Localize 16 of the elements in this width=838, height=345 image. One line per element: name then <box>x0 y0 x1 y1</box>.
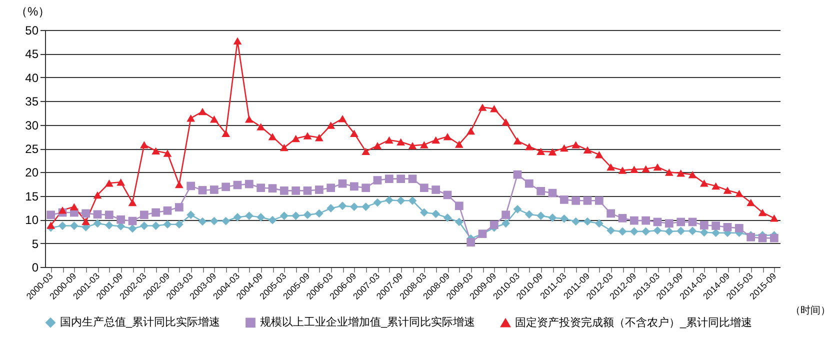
legend-label: 国内生产总值_累计同比实际增速 <box>60 316 220 329</box>
y-axis-title: （%） <box>16 4 50 18</box>
y-tick-label: 25 <box>25 142 39 156</box>
y-tick-label: 20 <box>25 166 39 180</box>
y-tick-label: 0 <box>32 260 39 274</box>
legend-label: 固定资产投资完成额（不含农户）_累计同比增速 <box>515 316 752 329</box>
legend-label: 规模以上工业企业增加值_累计同比实际增速 <box>260 316 476 329</box>
x-axis-title: （时间） <box>790 304 830 316</box>
y-tick-label: 30 <box>25 118 39 132</box>
y-tick-label: 45 <box>25 47 39 62</box>
y-tick-label: 5 <box>32 236 39 251</box>
y-tick-label: 10 <box>25 213 39 228</box>
y-tick-label: 35 <box>25 94 39 109</box>
y-tick-label: 50 <box>25 24 39 38</box>
y-tick-label: 15 <box>25 189 39 204</box>
y-tick-label: 40 <box>25 70 39 85</box>
